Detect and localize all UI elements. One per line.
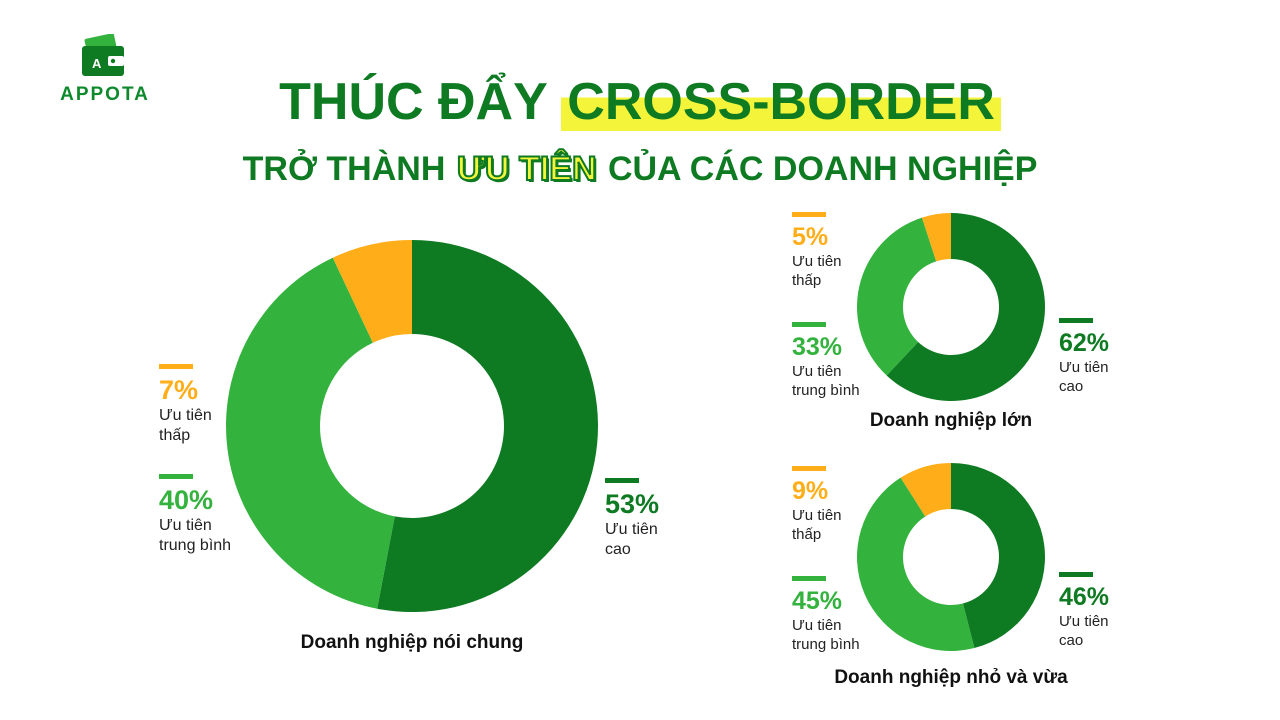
legend-label-line1: Ưu tiên	[792, 507, 842, 524]
donut-slice-ưu-tiên-thấp	[921, 213, 951, 262]
legend-high-sme: 46% Ưu tiên cao	[1059, 572, 1179, 650]
legend-label-line2: trung bình	[159, 537, 232, 554]
legend-label-line2: cao	[605, 541, 631, 558]
legend-label-line1: Ưu tiên	[792, 617, 842, 634]
legend-label-line2: thấp	[792, 272, 822, 289]
legend-label-line2: cao	[1059, 632, 1084, 649]
legend-medium-general: 40% Ưu tiên trung bình	[159, 474, 279, 556]
svg-text:A: A	[92, 56, 102, 71]
wallet-icon: A	[82, 34, 124, 76]
donut-slice-ưu-tiên-cao	[951, 463, 1045, 649]
legend-swatch	[792, 466, 826, 471]
donut-chart-general	[226, 240, 598, 612]
donut-slice-ưu-tiên-trung-bình	[226, 257, 395, 609]
legend-label-line1: Ưu tiên	[792, 253, 842, 270]
legend-label-line1: Ưu tiên	[792, 363, 842, 380]
legend-swatch	[159, 364, 193, 369]
donut-chart-sme	[857, 463, 1045, 651]
donut-slice-ưu-tiên-trung-bình	[857, 477, 975, 651]
legend-label-line2: thấp	[792, 526, 822, 543]
legend-swatch	[605, 478, 639, 483]
legend-swatch	[792, 576, 826, 581]
donut-slice-ưu-tiên-thấp	[332, 240, 412, 343]
legend-swatch	[792, 322, 826, 327]
title-prefix: THÚC ĐẨY	[279, 73, 547, 131]
legend-label-line2: trung bình	[792, 382, 860, 399]
legend-medium-large: 33% Ưu tiên trung bình	[792, 322, 912, 400]
legend-label-line1: Ưu tiên	[159, 517, 212, 534]
title-highlight: CROSS-BORDER	[561, 73, 1001, 131]
legend-percent: 53%	[605, 489, 660, 519]
logo-text: APPOTA	[60, 84, 150, 105]
legend-percent: 46%	[1059, 583, 1110, 611]
legend-label-line1: Ưu tiên	[1059, 613, 1109, 630]
donut-slice-ưu-tiên-thấp	[900, 463, 951, 517]
legend-percent: 62%	[1059, 329, 1110, 357]
legend-high-general: 53% Ưu tiên cao	[605, 478, 725, 560]
legend-label-line2: trung bình	[792, 636, 860, 653]
chart-caption-general: Doanh nghiệp nói chung	[300, 632, 524, 653]
legend-percent: 7%	[159, 375, 199, 405]
legend-low-large: 5% Ưu tiên thấp	[792, 212, 912, 290]
subtitle-prefix: TRỞ THÀNH	[242, 150, 446, 188]
legend-label-line2: cao	[1059, 378, 1084, 395]
legend-percent: 33%	[792, 333, 843, 361]
legend-swatch	[792, 212, 826, 217]
legend-percent: 45%	[792, 587, 843, 615]
legend-low-general: 7% Ưu tiên thấp	[159, 364, 279, 446]
legend-high-large: 62% Ưu tiên cao	[1059, 318, 1179, 396]
chart-caption-large: Doanh nghiệp lớn	[869, 410, 1033, 431]
subtitle-suffix: CỦA CÁC DOANH NGHIỆP	[607, 150, 1038, 188]
legend-label-line1: Ưu tiên	[605, 521, 658, 538]
legend-swatch	[1059, 572, 1093, 577]
legend-label-line2: thấp	[159, 427, 191, 444]
legend-percent: 5%	[792, 223, 829, 251]
legend-label-line1: Ưu tiên	[1059, 359, 1109, 376]
legend-percent: 9%	[792, 477, 829, 505]
page-title: THÚC ĐẨY CROSS-BORDER	[0, 72, 1280, 132]
chart-caption-sme: Doanh nghiệp nhỏ và vừa	[834, 667, 1068, 688]
page-subtitle: TRỞ THÀNH ƯU TIÊN CỦA CÁC DOANH NGHIỆP	[0, 149, 1280, 189]
legend-label-line1: Ưu tiên	[159, 407, 212, 424]
donut-slice-ưu-tiên-trung-bình	[857, 217, 937, 376]
legend-swatch	[1059, 318, 1093, 323]
legend-swatch	[159, 474, 193, 479]
legend-medium-sme: 45% Ưu tiên trung bình	[792, 576, 912, 654]
subtitle-highlight: ƯU TIÊN	[456, 149, 598, 189]
legend-percent: 40%	[159, 485, 214, 515]
donut-chart-large	[857, 213, 1045, 401]
donut-slice-ưu-tiên-cao	[377, 240, 598, 612]
legend-low-sme: 9% Ưu tiên thấp	[792, 466, 912, 544]
appota-logo: A APPOTA	[40, 34, 170, 114]
donut-slice-ưu-tiên-cao	[886, 213, 1045, 401]
